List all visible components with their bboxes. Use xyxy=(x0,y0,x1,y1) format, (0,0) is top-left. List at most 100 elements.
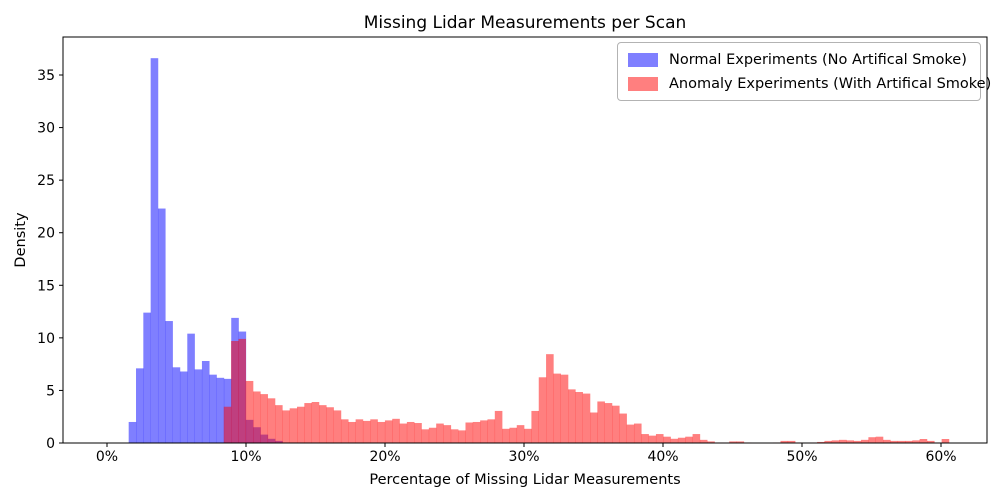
hist-bar-anomaly xyxy=(355,419,364,443)
legend-entry-normal: Normal Experiments (No Artifical Smoke) xyxy=(628,50,970,69)
y-tick-label: 10 xyxy=(37,331,55,347)
x-tick-label: 50% xyxy=(786,449,817,465)
hist-bar-anomaly xyxy=(560,374,569,443)
hist-bar-anomaly xyxy=(253,391,261,443)
x-axis-label: Percentage of Missing Lidar Measurements xyxy=(369,472,681,488)
hist-bar-anomaly xyxy=(275,405,283,443)
hist-bar-anomaly xyxy=(575,392,583,443)
hist-bar-normal xyxy=(150,58,159,443)
hist-bar-anomaly xyxy=(780,440,789,443)
hist-bar-anomaly xyxy=(333,410,342,443)
y-tick-label: 15 xyxy=(37,278,55,294)
legend-entry-anomaly: Anomaly Experiments (With Artifical Smok… xyxy=(628,74,991,93)
hist-bar-anomaly xyxy=(861,439,869,443)
hist-bar-anomaly xyxy=(231,341,239,443)
hist-bar-anomaly xyxy=(502,428,510,443)
hist-bar-anomaly xyxy=(875,436,884,443)
axes-border xyxy=(62,36,988,444)
hist-bar-anomaly xyxy=(831,440,840,443)
hist-bar-anomaly xyxy=(655,434,664,443)
hist-bar-anomaly xyxy=(340,419,349,443)
legend-swatch-normal xyxy=(628,52,658,67)
hist-bar-anomaly xyxy=(480,420,488,443)
hist-bar-anomaly xyxy=(897,440,906,443)
y-tick-label: 35 xyxy=(37,68,55,84)
hist-bar-anomaly xyxy=(428,427,437,443)
hist-bar-anomaly xyxy=(912,440,920,443)
hist-bar-anomaly xyxy=(839,439,847,443)
x-tick-label: 30% xyxy=(508,449,539,465)
x-tick-label: 0% xyxy=(96,449,118,465)
hist-bar-anomaly xyxy=(604,403,613,443)
hist-bar-anomaly xyxy=(362,420,371,443)
hist-bar-anomaly xyxy=(707,441,715,443)
hist-bar-anomaly xyxy=(824,440,833,443)
hist-bar-anomaly xyxy=(524,428,532,443)
hist-bar-anomaly xyxy=(516,425,525,443)
hist-bar-anomaly xyxy=(377,421,386,443)
hist-bar-anomaly xyxy=(546,354,554,443)
hist-bar-anomaly xyxy=(458,430,466,443)
hist-bar-anomaly xyxy=(817,441,825,443)
hist-bar-anomaly xyxy=(450,429,459,443)
hist-bar-anomaly xyxy=(472,421,481,443)
y-tick-label: 5 xyxy=(46,383,55,399)
legend-label-anomaly: Anomaly Experiments (With Artifical Smok… xyxy=(669,75,992,92)
hist-bar-anomaly xyxy=(590,412,598,443)
hist-bar-anomaly xyxy=(245,380,254,443)
hist-bar-normal xyxy=(136,368,144,443)
hist-bar-anomaly xyxy=(436,423,444,443)
x-tick-label: 60% xyxy=(925,449,956,465)
hist-bar-normal xyxy=(143,312,151,443)
hist-bar-anomaly xyxy=(538,377,547,443)
hist-bar-anomaly xyxy=(846,440,854,443)
hist-bar-anomaly xyxy=(582,393,591,443)
hist-bar-normal xyxy=(179,371,188,443)
hist-bar-anomaly xyxy=(670,438,679,443)
x-tick-label: 20% xyxy=(369,449,400,465)
hist-bar-anomaly xyxy=(919,439,928,443)
hist-bar-anomaly xyxy=(941,439,950,443)
hist-bar-anomaly xyxy=(260,394,268,443)
hist-bar-anomaly xyxy=(223,406,232,443)
chart-title: Missing Lidar Measurements per Scan xyxy=(363,13,687,33)
hist-bar-anomaly xyxy=(905,440,913,443)
x-tick-label: 40% xyxy=(647,449,678,465)
y-tick-label: 20 xyxy=(37,226,55,242)
y-tick-label: 30 xyxy=(37,121,55,137)
hist-bar-anomaly xyxy=(641,434,649,443)
hist-bar-anomaly xyxy=(648,435,657,443)
hist-bar-anomaly xyxy=(406,421,415,443)
hist-bar-anomaly xyxy=(443,425,452,443)
hist-bar-anomaly xyxy=(289,408,298,443)
hist-bar-anomaly xyxy=(318,405,327,443)
hist-bar-normal xyxy=(172,367,181,443)
hist-bar-anomaly xyxy=(729,441,737,443)
hist-bar-anomaly xyxy=(926,440,935,443)
hist-bar-anomaly xyxy=(487,419,496,443)
hist-bar-anomaly xyxy=(370,419,378,443)
hist-bar-anomaly xyxy=(612,405,620,443)
hist-bar-normal xyxy=(209,374,217,443)
hist-bar-anomaly xyxy=(414,423,422,443)
hist-bar-anomaly xyxy=(531,410,539,443)
y-tick-label: 25 xyxy=(37,173,55,189)
y-axis-label: Density xyxy=(13,212,29,268)
hist-bar-normal xyxy=(165,321,173,443)
hist-bar-anomaly xyxy=(883,439,891,443)
legend: Normal Experiments (No Artifical Smoke) … xyxy=(617,42,991,101)
hist-bar-anomaly xyxy=(736,441,745,443)
hist-bar-anomaly xyxy=(509,427,518,443)
legend-swatch-anomaly xyxy=(628,76,658,91)
hist-bar-anomaly xyxy=(297,406,305,443)
hist-bar-anomaly xyxy=(238,338,246,443)
hist-bar-anomaly xyxy=(267,398,276,443)
hist-bar-anomaly xyxy=(384,420,393,443)
hist-bar-anomaly xyxy=(326,407,334,443)
hist-bar-anomaly xyxy=(597,401,605,443)
hist-bar-anomaly xyxy=(692,434,701,443)
hist-bar-anomaly xyxy=(619,413,627,443)
hist-bar-anomaly xyxy=(282,410,290,443)
hist-bar-anomaly xyxy=(568,389,576,443)
